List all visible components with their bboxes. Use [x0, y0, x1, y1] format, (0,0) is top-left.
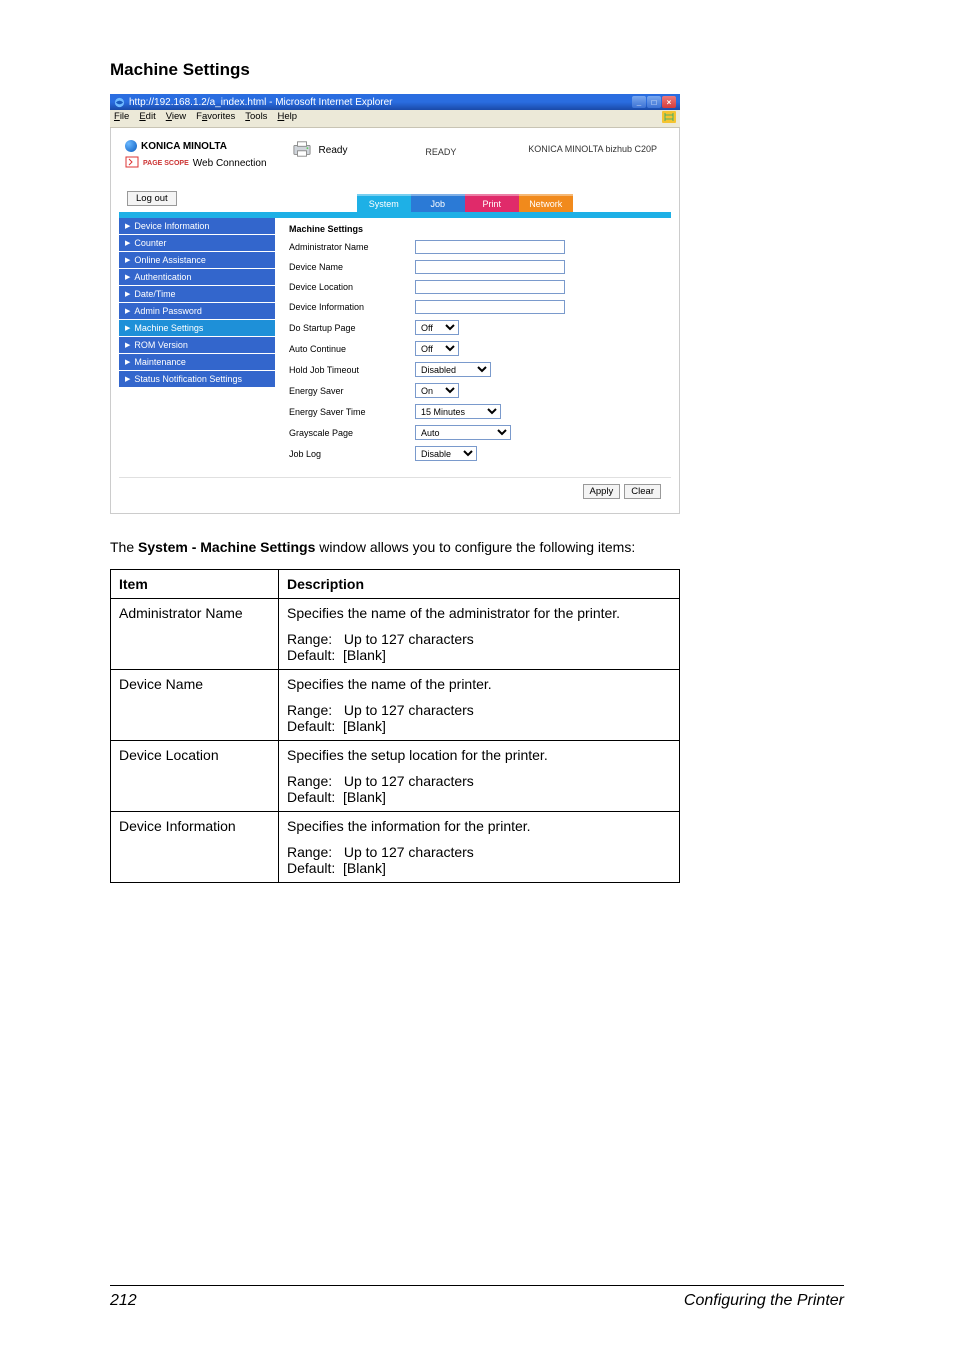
panel-title: Machine Settings	[289, 224, 661, 234]
label-job-log: Job Log	[289, 449, 409, 459]
menu-help[interactable]: Help	[277, 111, 297, 126]
menubar: File Edit View Favorites Tools Help	[110, 110, 680, 128]
maximize-button[interactable]: □	[647, 96, 661, 108]
status-caption: Ready	[319, 145, 348, 156]
input-admin-name[interactable]	[415, 240, 565, 254]
tab-system[interactable]: System	[357, 194, 411, 212]
brand-sub-prefix: PAGE SCOPE	[143, 160, 189, 167]
konica-logo-icon	[125, 140, 137, 152]
item-name: Device Information	[111, 811, 279, 882]
table-row: Administrator Name Specifies the name of…	[111, 598, 680, 669]
input-device-name[interactable]	[415, 260, 565, 274]
tab-job[interactable]: Job	[411, 194, 465, 212]
nav-online-assistance[interactable]: ▶Online Assistance	[119, 252, 275, 269]
brand-block: KONICA MINOLTA PAGE SCOPE Web Connection	[125, 140, 267, 171]
label-device-information: Device Information	[289, 302, 409, 312]
intro-paragraph: The System - Machine Settings window all…	[110, 538, 844, 557]
item-desc: Specifies the information for the printe…	[279, 811, 680, 882]
minimize-button[interactable]: _	[632, 96, 646, 108]
label-energy-saver: Energy Saver	[289, 386, 409, 396]
printer-icon	[291, 140, 313, 161]
label-device-location: Device Location	[289, 282, 409, 292]
apply-button[interactable]: Apply	[583, 484, 621, 499]
ie-icon	[114, 97, 125, 108]
label-device-name: Device Name	[289, 262, 409, 272]
table-row: Device Information Specifies the informa…	[111, 811, 680, 882]
nav-machine-settings[interactable]: ▶Machine Settings	[119, 320, 275, 337]
device-model: KONICA MINOLTA bizhub C20P	[528, 140, 665, 154]
nav-admin-password[interactable]: ▶Admin Password	[119, 303, 275, 320]
nav-counter[interactable]: ▶Counter	[119, 235, 275, 252]
input-device-location[interactable]	[415, 280, 565, 294]
item-name: Device Location	[111, 740, 279, 811]
col-desc-header: Description	[279, 569, 680, 598]
browser-window: http://192.168.1.2/a_index.html - Micros…	[110, 94, 680, 514]
select-startup-page[interactable]: Off	[415, 320, 459, 335]
left-nav: ▶Device Information ▶Counter ▶Online Ass…	[119, 218, 275, 477]
select-energy-saver-time[interactable]: 15 Minutes	[415, 404, 501, 419]
select-grayscale-page[interactable]: Auto	[415, 425, 511, 440]
nav-rom-version[interactable]: ▶ROM Version	[119, 337, 275, 354]
page-number: 212	[110, 1292, 137, 1310]
label-admin-name: Administrator Name	[289, 242, 409, 252]
window-title: http://192.168.1.2/a_index.html - Micros…	[129, 97, 392, 108]
select-job-log[interactable]: Disable	[415, 446, 477, 461]
label-energy-saver-time: Energy Saver Time	[289, 407, 409, 417]
titlebar: http://192.168.1.2/a_index.html - Micros…	[110, 94, 680, 110]
menu-edit[interactable]: Edit	[139, 111, 155, 126]
col-item-header: Item	[111, 569, 279, 598]
menu-view[interactable]: View	[166, 111, 186, 126]
label-startup-page: Do Startup Page	[289, 323, 409, 333]
items-table: Item Description Administrator Name Spec…	[110, 569, 680, 883]
brand-name: KONICA MINOLTA	[141, 141, 227, 152]
tab-print[interactable]: Print	[465, 194, 519, 212]
input-device-information[interactable]	[415, 300, 565, 314]
nav-maintenance[interactable]: ▶Maintenance	[119, 354, 275, 371]
close-button[interactable]: ×	[662, 96, 676, 108]
logout-button[interactable]: Log out	[127, 191, 177, 206]
section-name: Configuring the Printer	[684, 1292, 844, 1310]
label-hold-job-timeout: Hold Job Timeout	[289, 365, 409, 375]
item-name: Administrator Name	[111, 598, 279, 669]
table-row: Device Location Specifies the setup loca…	[111, 740, 680, 811]
ie-throbber-icon	[660, 111, 676, 126]
nav-date-time[interactable]: ▶Date/Time	[119, 286, 275, 303]
brand-sub: Web Connection	[193, 158, 267, 169]
page-body: KONICA MINOLTA PAGE SCOPE Web Connection	[110, 128, 680, 514]
menu-favorites[interactable]: Favorites	[196, 111, 235, 126]
menu-file[interactable]: File	[114, 111, 129, 126]
nav-authentication[interactable]: ▶Authentication	[119, 269, 275, 286]
item-desc: Specifies the name of the administrator …	[279, 598, 680, 669]
item-name: Device Name	[111, 669, 279, 740]
nav-status-notification[interactable]: ▶Status Notification Settings	[119, 371, 275, 388]
section-heading: Machine Settings	[110, 60, 844, 80]
label-auto-continue: Auto Continue	[289, 344, 409, 354]
settings-panel: Machine Settings Administrator Name Devi…	[275, 218, 671, 477]
page-footer: 212 Configuring the Printer	[110, 1285, 844, 1310]
select-energy-saver[interactable]: On	[415, 383, 459, 398]
item-desc: Specifies the name of the printer. Range…	[279, 669, 680, 740]
tab-network[interactable]: Network	[519, 194, 573, 212]
item-desc: Specifies the setup location for the pri…	[279, 740, 680, 811]
select-hold-job-timeout[interactable]: Disabled	[415, 362, 491, 377]
nav-device-information[interactable]: ▶Device Information	[119, 218, 275, 235]
table-row: Device Name Specifies the name of the pr…	[111, 669, 680, 740]
status-readout: READY	[425, 147, 456, 157]
menu-tools[interactable]: Tools	[245, 111, 267, 126]
clear-button[interactable]: Clear	[624, 484, 661, 499]
label-grayscale-page: Grayscale Page	[289, 428, 409, 438]
pagescope-icon	[125, 156, 139, 171]
select-auto-continue[interactable]: Off	[415, 341, 459, 356]
